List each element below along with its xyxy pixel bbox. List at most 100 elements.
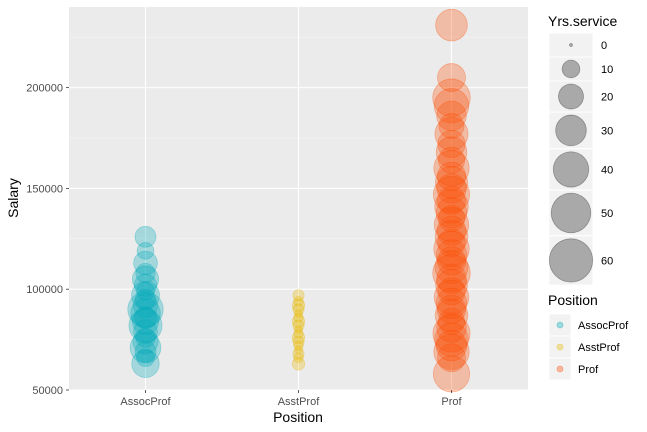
data-point bbox=[435, 165, 468, 199]
data-point bbox=[436, 161, 467, 192]
size-legend-key bbox=[548, 32, 594, 58]
data-point bbox=[434, 250, 469, 285]
data-point bbox=[436, 263, 467, 295]
data-point bbox=[136, 242, 155, 260]
size-legend-label: 60 bbox=[601, 255, 613, 267]
data-point bbox=[436, 246, 467, 276]
data-point bbox=[135, 288, 156, 310]
x-tick-label: AssocProf bbox=[120, 396, 171, 408]
data-point bbox=[134, 225, 157, 248]
x-axis-title: Position bbox=[273, 409, 323, 425]
data-point bbox=[129, 331, 162, 364]
color-legend: AssocProf AsstProf Prof bbox=[548, 313, 629, 381]
data-point bbox=[291, 314, 306, 329]
size-legend-key bbox=[548, 56, 594, 82]
size-legend-bubble bbox=[561, 59, 581, 79]
size-legend-title: Yrs.service bbox=[548, 13, 617, 29]
size-legend-label: 10 bbox=[601, 64, 613, 76]
data-point bbox=[432, 314, 471, 353]
y-axis-title: Salary bbox=[5, 178, 21, 218]
data-point bbox=[434, 322, 469, 357]
size-legend-key bbox=[548, 80, 594, 113]
data-point bbox=[438, 113, 465, 139]
size-legend: 0 10 20 30 40 50 60 bbox=[548, 32, 613, 286]
data-point bbox=[437, 343, 466, 373]
data-point bbox=[135, 262, 156, 284]
size-legend-key bbox=[548, 189, 594, 237]
size-legend-bubble bbox=[550, 192, 592, 234]
color-legend-key bbox=[548, 357, 572, 381]
data-point bbox=[128, 308, 163, 343]
data-point bbox=[130, 298, 161, 329]
data-point bbox=[434, 298, 469, 333]
data-point bbox=[437, 307, 466, 335]
y-tick-label: 50000 bbox=[32, 385, 63, 397]
data-point bbox=[135, 327, 156, 348]
data-point bbox=[132, 292, 159, 318]
data-point bbox=[433, 230, 470, 268]
data-point bbox=[437, 129, 466, 159]
color-legend-dot bbox=[556, 365, 564, 373]
data-point bbox=[291, 357, 306, 371]
data-point bbox=[293, 352, 304, 363]
data-point bbox=[436, 294, 467, 325]
size-legend-bubble bbox=[555, 114, 587, 147]
data-point bbox=[434, 117, 469, 151]
data-point bbox=[433, 333, 470, 370]
data-point bbox=[437, 146, 466, 174]
data-point bbox=[437, 63, 466, 92]
color-legend-label: AsstProf bbox=[578, 342, 621, 354]
data-point bbox=[291, 330, 306, 345]
data-point bbox=[292, 303, 305, 316]
data-points bbox=[127, 8, 471, 393]
data-point bbox=[294, 325, 303, 334]
data-point bbox=[435, 287, 468, 320]
data-point bbox=[435, 329, 468, 362]
size-legend-bubble bbox=[552, 151, 590, 188]
y-axis-ticks: 50000 100000 150000 200000 bbox=[26, 83, 69, 397]
size-legend-label: 50 bbox=[601, 208, 613, 220]
data-point bbox=[293, 340, 304, 351]
data-point bbox=[294, 309, 303, 318]
data-point bbox=[291, 298, 306, 312]
data-point bbox=[436, 215, 467, 246]
size-legend-label: 20 bbox=[601, 92, 613, 104]
y-tick-label: 150000 bbox=[26, 183, 63, 195]
x-axis-ticks: AssocProf AsstProf Prof bbox=[120, 390, 463, 408]
size-legend-bubble bbox=[548, 238, 594, 283]
data-point bbox=[432, 78, 471, 117]
data-point bbox=[436, 100, 467, 132]
data-point bbox=[131, 280, 160, 310]
data-point bbox=[433, 150, 470, 187]
data-point bbox=[432, 175, 471, 214]
data-point bbox=[435, 268, 468, 302]
data-point bbox=[434, 189, 469, 224]
data-point bbox=[132, 328, 159, 355]
data-point bbox=[435, 136, 468, 168]
data-point bbox=[432, 253, 471, 293]
x-tick-label: Prof bbox=[441, 396, 462, 408]
color-legend-label: AssocProf bbox=[578, 320, 629, 332]
data-point bbox=[437, 186, 466, 215]
data-point bbox=[435, 196, 468, 229]
data-point bbox=[134, 340, 157, 363]
data-point bbox=[293, 296, 304, 307]
data-point bbox=[127, 291, 164, 328]
data-point bbox=[294, 345, 303, 355]
data-point bbox=[293, 328, 304, 339]
data-point bbox=[292, 335, 305, 348]
color-legend-label: Prof bbox=[578, 364, 599, 376]
data-point bbox=[133, 319, 158, 344]
data-point bbox=[131, 349, 160, 378]
color-legend-dot bbox=[556, 343, 564, 351]
data-point bbox=[133, 250, 158, 276]
data-point bbox=[433, 207, 470, 243]
data-point bbox=[292, 319, 305, 332]
size-legend-label: 30 bbox=[601, 125, 613, 137]
data-point bbox=[433, 279, 470, 315]
size-legend-key bbox=[548, 235, 594, 286]
data-point bbox=[437, 277, 466, 306]
data-point bbox=[136, 281, 155, 301]
data-point bbox=[136, 348, 155, 368]
